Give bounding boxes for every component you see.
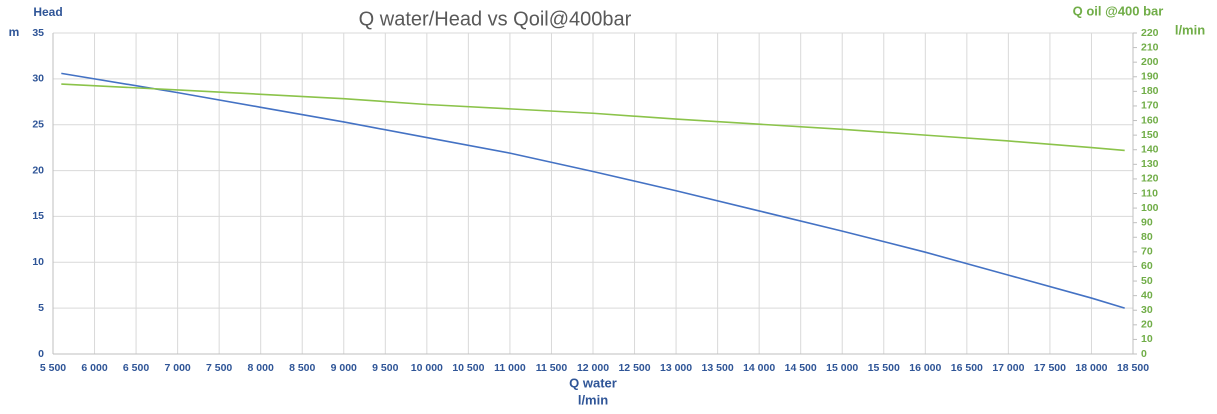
y2-tick-label: 0 — [1141, 348, 1147, 360]
y2-tick-label: 150 — [1141, 129, 1159, 141]
x-tick-label: 15 500 — [868, 362, 900, 374]
y2-tick-label: 100 — [1141, 202, 1159, 214]
y2-tick-label: 80 — [1141, 231, 1153, 243]
y-tick-label: 0 — [38, 348, 44, 360]
x-tick-label: 10 500 — [452, 362, 484, 374]
y2-tick-label: 220 — [1141, 27, 1159, 39]
x-axis-unit: l/min — [578, 392, 608, 407]
x-tick-label: 9 000 — [331, 362, 357, 374]
x-tick-label: 9 500 — [372, 362, 398, 374]
y2-tick-label: 140 — [1141, 144, 1159, 156]
y-axis-unit: m — [9, 25, 20, 39]
y2-tick-label: 170 — [1141, 100, 1159, 112]
y-axis-label: Head — [33, 5, 62, 19]
x-tick-label: 12 500 — [618, 362, 650, 374]
x-tick-label: 13 000 — [660, 362, 692, 374]
x-tick-label: 11 500 — [536, 362, 568, 374]
x-tick-label: 7 500 — [206, 362, 232, 374]
y-tick-label: 5 — [38, 302, 44, 314]
x-tick-label: 15 000 — [826, 362, 858, 374]
x-tick-label: 8 000 — [248, 362, 274, 374]
y-tick-label: 20 — [32, 164, 44, 176]
y-tick-label: 35 — [32, 27, 44, 39]
y-tick-label: 10 — [32, 256, 44, 268]
y-tick-label: 25 — [32, 118, 44, 130]
x-tick-label: 18 000 — [1075, 362, 1107, 374]
x-tick-label: 16 500 — [951, 362, 983, 374]
x-tick-label: 7 000 — [164, 362, 190, 374]
data-line — [61, 72, 1125, 309]
y2-tick-label: 200 — [1141, 56, 1159, 68]
y2-tick-label: 180 — [1141, 85, 1159, 97]
x-tick-label: 16 000 — [909, 362, 941, 374]
y-tick-label: 15 — [32, 210, 44, 222]
y2-tick-label: 120 — [1141, 173, 1159, 185]
x-tick-label: 6 500 — [123, 362, 149, 374]
x-tick-label: 13 500 — [702, 362, 734, 374]
x-axis-label: Q water — [569, 375, 617, 390]
y2-tick-label: 40 — [1141, 289, 1153, 301]
x-tick-label: 17 500 — [1034, 362, 1066, 374]
x-tick-label: 12 000 — [577, 362, 609, 374]
x-tick-label: 6 000 — [81, 362, 107, 374]
y2-tick-label: 110 — [1141, 187, 1158, 199]
y2-tick-label: 70 — [1141, 246, 1153, 258]
x-tick-label: 11 000 — [494, 362, 526, 374]
y2-tick-label: 210 — [1141, 41, 1159, 53]
y2-tick-label: 130 — [1141, 158, 1159, 170]
y2-tick-label: 20 — [1141, 319, 1153, 331]
data-line — [61, 83, 1125, 152]
y2-axis-label: Q oil @400 bar — [1073, 3, 1164, 18]
x-tick-label: 14 000 — [743, 362, 775, 374]
x-tick-label: 17 000 — [992, 362, 1024, 374]
x-tick-label: 8 500 — [289, 362, 315, 374]
y2-tick-label: 160 — [1141, 114, 1159, 126]
y-tick-label: 30 — [32, 73, 44, 85]
x-tick-label: 14 500 — [785, 362, 817, 374]
y2-tick-label: 90 — [1141, 216, 1153, 228]
x-tick-label: 5 500 — [40, 362, 66, 374]
y2-tick-label: 10 — [1141, 333, 1153, 345]
x-tick-label: 10 000 — [411, 362, 443, 374]
y2-tick-label: 50 — [1141, 275, 1153, 287]
y2-axis-unit: l/min — [1175, 22, 1205, 37]
y2-tick-label: 60 — [1141, 260, 1153, 272]
y2-tick-label: 30 — [1141, 304, 1153, 316]
x-tick-label: 18 500 — [1117, 362, 1149, 374]
chart-title: Q water/Head vs Qoil@400bar — [359, 8, 632, 30]
y2-tick-label: 190 — [1141, 71, 1159, 83]
